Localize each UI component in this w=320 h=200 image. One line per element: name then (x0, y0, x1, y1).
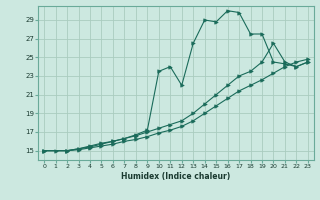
X-axis label: Humidex (Indice chaleur): Humidex (Indice chaleur) (121, 172, 231, 181)
